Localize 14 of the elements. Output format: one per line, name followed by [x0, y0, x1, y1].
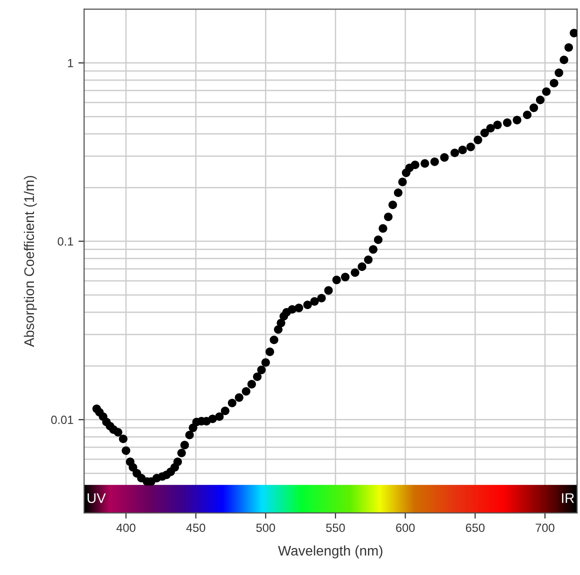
y-tick-label: 0.1 [58, 237, 74, 246]
y-tick-label: 0.01 [51, 416, 74, 424]
x-tick-label: 500 [256, 524, 276, 532]
x-tick-label: 700 [536, 524, 554, 532]
x-tick-label: 600 [396, 524, 415, 532]
x-tick-label: 450 [186, 524, 206, 532]
x-axis-title: Wavelength (nm) [278, 545, 382, 558]
annotation: UV [88, 493, 106, 504]
x-tick-label: 550 [326, 524, 345, 532]
x-tick-label: 650 [466, 524, 485, 532]
x-tick-label: 400 [116, 524, 136, 532]
y-axis-title: Absorption Coefficient (1/m) [24, 176, 37, 347]
y-tick-label: 1 [68, 59, 74, 68]
annotation: IR [562, 493, 574, 503]
